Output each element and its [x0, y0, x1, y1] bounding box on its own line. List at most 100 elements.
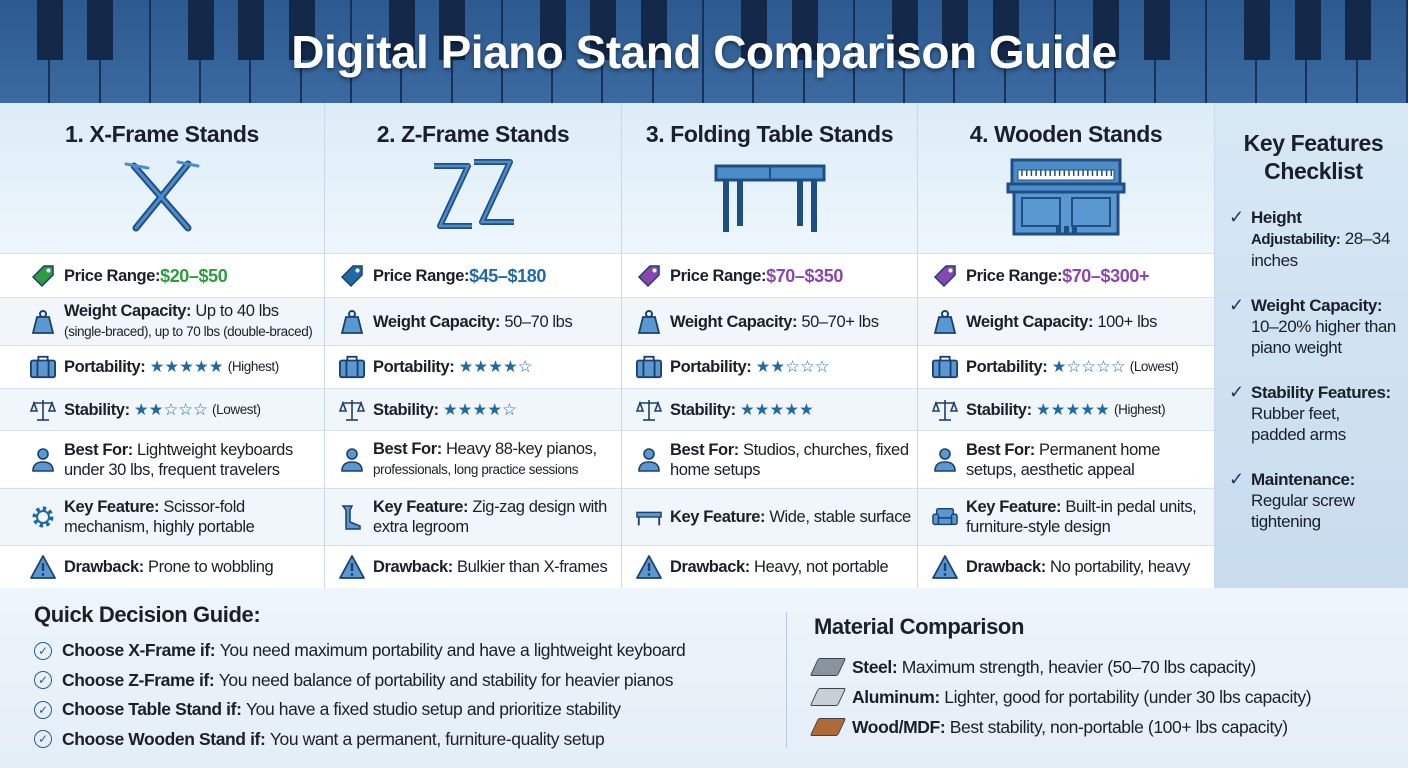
weight-icon — [636, 309, 662, 335]
price-value: $70–$350 — [766, 265, 843, 286]
drawback-value: Heavy, not portable — [754, 558, 889, 576]
best-for-label: Best For: — [670, 440, 739, 459]
key-feature-value: Wide, stable surface — [769, 508, 911, 526]
quick-decision-guide: Quick Decision Guide: ✓ Choose X-Frame if… — [34, 602, 686, 754]
checklist-item: ✓ Weight Capacity: 10–20% higher than pia… — [1229, 295, 1398, 358]
checklist-item: ✓ Height Adjustability: 28–34 inches — [1229, 207, 1398, 271]
column-header: 2. Z-Frame Stands — [325, 103, 621, 253]
check-circle-icon: ✓ — [34, 671, 52, 690]
drawback-value: Prone to wobbling — [148, 558, 274, 576]
best-for-row: Best For: Heavy 88-key pianos, profession… — [325, 430, 621, 488]
material-swatch-icon — [809, 688, 847, 706]
suitcase-icon — [30, 354, 56, 380]
weight-row: Weight Capacity: 50–70 lbs — [325, 297, 621, 345]
material-comparison: Material Comparison Steel: Maximum stren… — [809, 614, 1312, 742]
decision-item: ✓ Choose Table Stand if: You have a fixed… — [34, 695, 685, 725]
price-value: $20–$50 — [160, 265, 228, 286]
key-feature-row: Key Feature: Built-in pedal units, furni… — [918, 488, 1214, 545]
weight-label: Weight Capacity: — [670, 312, 798, 331]
best-for-row: Best For: Permanent home setups, aesthet… — [918, 430, 1214, 488]
key-feature-row: Key Feature: Wide, stable surface — [622, 488, 917, 545]
price-row: Price Range: $70–$300+ — [918, 253, 1214, 297]
stability-label: Stability: — [64, 400, 130, 419]
drawback-row: Drawback: Heavy, not portable — [622, 545, 917, 588]
suitcase-icon — [932, 354, 958, 380]
material-label: Wood/MDF: — [852, 716, 946, 737]
drawback-value: No portability, heavy — [1050, 558, 1190, 576]
material-title: Material Comparison — [814, 614, 1025, 639]
decision-text: You need maximum portability and have a … — [219, 640, 686, 661]
column-header: 1. X-Frame Stands — [0, 103, 324, 253]
best-for-extra: professionals, long practice sessions — [373, 462, 579, 477]
stability-stars: ★★☆☆☆ — [133, 400, 208, 419]
checklist-text: 10–20% higher than piano weight — [1251, 317, 1396, 357]
column-title: 2. Z-Frame Stands — [376, 121, 570, 147]
black-key — [238, 0, 265, 60]
drawback-label: Drawback: — [373, 558, 453, 576]
price-tag-icon — [30, 263, 56, 289]
black-key — [1143, 0, 1170, 60]
stand-column: 1. X-Frame Stands Price Range: $20–$50 Wei… — [0, 103, 325, 588]
checklist-label: Height — [1251, 208, 1302, 227]
stability-stars: ★★★★☆ — [442, 400, 517, 419]
best-for-row: Best For: Studios, churches, fixed home … — [622, 430, 917, 488]
table-stand-icon — [710, 148, 830, 241]
gear-icon — [30, 504, 56, 530]
weight-icon — [932, 309, 958, 335]
checklist-text: Regular screw tightening — [1251, 491, 1355, 531]
checklist-label: Maintenance: — [1251, 470, 1355, 489]
decision-text: You need balance of portability and stab… — [218, 669, 674, 690]
x-frame-stand-icon — [122, 148, 202, 241]
best-for-label: Best For: — [966, 440, 1035, 459]
stability-row: Stability: ★★★★★ — [622, 388, 917, 430]
stability-note: (Lowest) — [212, 401, 261, 417]
portability-label: Portability: — [670, 358, 752, 376]
drawback-row: Drawback: Bulkier than X-frames — [325, 545, 621, 588]
weight-value: Up to 40 lbs — [195, 302, 279, 320]
checklist-text: 28–34 inches — [1251, 229, 1391, 270]
stability-note: (Highest) — [1114, 401, 1166, 417]
stability-row: Stability: ★★★★☆ — [325, 388, 621, 430]
key-feature-label: Key Feature: — [373, 498, 469, 516]
checklist-title: Key Features Checklist — [1243, 130, 1384, 184]
stability-label: Stability: — [966, 400, 1032, 419]
price-tag-icon — [636, 263, 662, 289]
portability-row: Portability: ★☆☆☆☆ (Lowest) — [918, 345, 1214, 388]
price-value: $70–$300+ — [1062, 265, 1150, 286]
stability-row: Stability: ★★☆☆☆ (Lowest) — [0, 388, 324, 430]
drawback-value: Bulkier than X-frames — [457, 558, 608, 576]
warning-icon — [636, 554, 662, 580]
material-swatch-icon — [809, 718, 847, 736]
checklist-label: Adjustability: — [1251, 231, 1341, 248]
best-for-label: Best For: — [64, 440, 133, 459]
best-for-value: Permanent home setups, aesthetic appeal — [966, 440, 1160, 479]
price-label: Price Range: — [64, 266, 161, 285]
wooden-piano-icon — [1004, 148, 1128, 245]
material-text: Lighter, good for portability (under 30 … — [944, 686, 1312, 707]
black-key — [1294, 0, 1321, 60]
check-circle-icon: ✓ — [34, 700, 52, 719]
black-key — [439, 0, 466, 60]
black-key — [187, 0, 214, 60]
scale-icon — [30, 397, 56, 423]
black-key — [288, 0, 315, 60]
price-row: Price Range: $70–$350 — [622, 253, 917, 297]
material-label: Steel: — [852, 656, 898, 677]
stability-stars: ★★★★★ — [739, 400, 814, 419]
header-banner: Digital Piano Stand Comparison Guide — [0, 0, 1408, 103]
table-icon — [636, 504, 662, 530]
sofa-icon — [932, 504, 958, 530]
decision-label: Choose Z-Frame if: — [62, 669, 215, 690]
portability-label: Portability: — [373, 358, 455, 376]
leg-icon — [339, 504, 365, 530]
warning-icon — [30, 554, 56, 580]
price-label: Price Range: — [670, 266, 767, 285]
scale-icon — [339, 397, 365, 423]
decision-item: ✓ Choose X-Frame if: You need maximum por… — [34, 636, 686, 666]
person-icon — [932, 447, 958, 473]
warning-icon — [339, 554, 365, 580]
page-title: Digital Piano Stand Comparison Guide — [291, 25, 1117, 78]
black-key — [1244, 0, 1271, 60]
key-feature-row: Key Feature: Zig-zag design with extra l… — [325, 488, 621, 545]
stability-stars: ★★★★★ — [1035, 400, 1110, 419]
